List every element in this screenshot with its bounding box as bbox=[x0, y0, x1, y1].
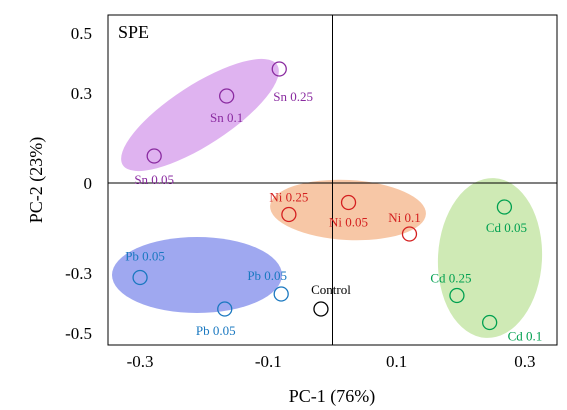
data-point-label: Control bbox=[311, 282, 351, 297]
x-tick-label: -0.3 bbox=[127, 352, 154, 371]
cluster-ellipse bbox=[112, 237, 282, 313]
data-point-marker bbox=[496, 199, 513, 215]
x-tick-labels: -0.3 -0.1 0.1 0.3 bbox=[127, 352, 536, 371]
cluster-ellipse bbox=[121, 58, 279, 172]
chart-title: SPE bbox=[118, 22, 149, 42]
data-point-label: Sn 0.25 bbox=[273, 89, 313, 104]
data-points bbox=[132, 61, 513, 331]
data-point-label: Ni 0.25 bbox=[269, 190, 308, 205]
y-axis-title: PC-2 (23%) bbox=[26, 137, 47, 224]
data-point-labels: Sn 0.25 Sn 0.1 Sn 0.05 Ni 0.25 Ni 0.05 Ni 0.1… bbox=[125, 89, 542, 344]
data-point-marker bbox=[449, 287, 465, 304]
data-point-label: Sn 0.05 bbox=[134, 172, 174, 187]
data-point-marker bbox=[219, 88, 235, 104]
data-point-marker bbox=[146, 148, 162, 164]
data-point-label: Cd 0.1 bbox=[508, 329, 543, 344]
data-point-label: Pb 0.05 bbox=[125, 249, 165, 264]
x-tick-label: -0.1 bbox=[255, 352, 282, 371]
y-tick-label: 0 bbox=[84, 174, 93, 193]
data-point-marker bbox=[340, 194, 357, 211]
data-point-marker bbox=[401, 226, 418, 242]
data-point-label: Ni 0.05 bbox=[329, 215, 368, 230]
y-tick-label: 0.3 bbox=[71, 84, 92, 103]
data-point-marker bbox=[313, 301, 329, 317]
data-point-label: Pb 0.05 bbox=[196, 323, 236, 338]
x-tick-label: 0.3 bbox=[514, 352, 535, 371]
data-point-label: Cd 0.25 bbox=[430, 271, 471, 286]
data-point-marker bbox=[132, 269, 148, 286]
data-point-marker bbox=[271, 61, 287, 77]
data-point-marker bbox=[217, 301, 233, 317]
data-point-label: Pb 0.05 bbox=[247, 268, 287, 283]
y-tick-label: 0.5 bbox=[71, 24, 92, 43]
data-point-label: Cd 0.05 bbox=[486, 220, 527, 235]
data-point-marker bbox=[481, 314, 498, 331]
data-point-marker bbox=[281, 206, 297, 223]
x-axis-title: PC-1 (76%) bbox=[289, 386, 376, 407]
data-point-label: Ni 0.1 bbox=[388, 210, 421, 225]
y-tick-label: -0.3 bbox=[65, 264, 92, 283]
y-tick-labels: 0.5 0.3 0 -0.3 -0.5 bbox=[65, 24, 92, 343]
x-tick-label: 0.1 bbox=[386, 352, 407, 371]
data-point-marker bbox=[273, 286, 289, 302]
y-tick-label: -0.5 bbox=[65, 324, 92, 343]
data-point-label: Sn 0.1 bbox=[210, 110, 243, 125]
